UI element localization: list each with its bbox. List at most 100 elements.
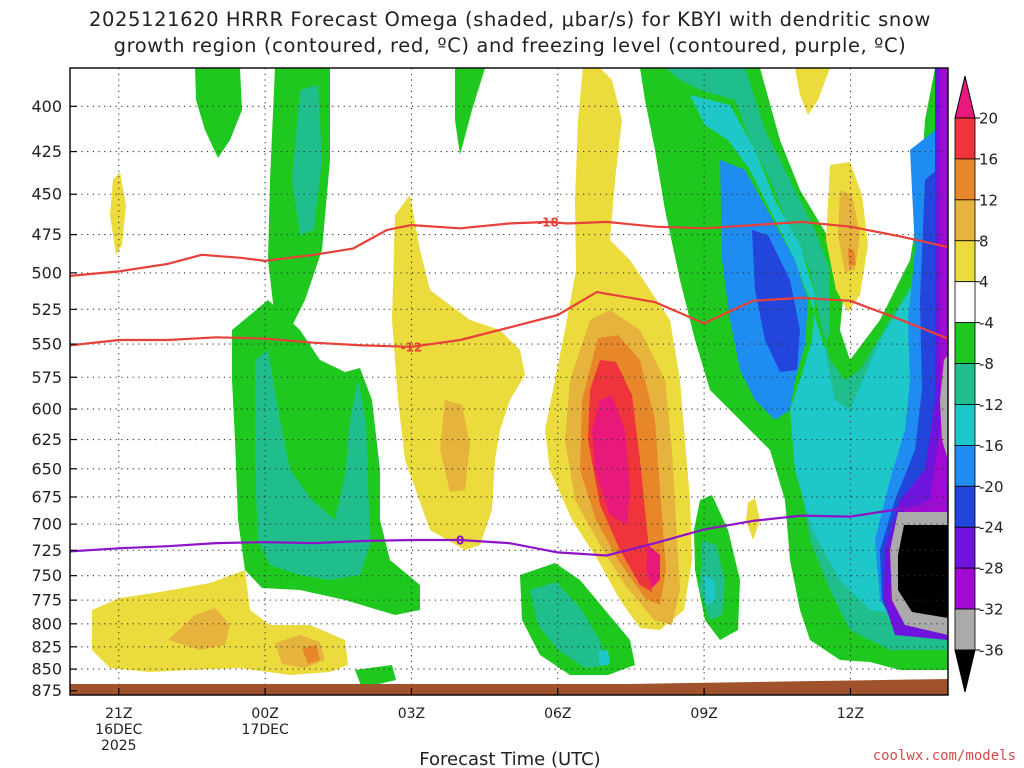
x-tick-label: 21Z xyxy=(105,706,132,722)
contour-line xyxy=(69,291,949,348)
colorbar-label: -36 xyxy=(979,642,1004,660)
colorbar-label: -32 xyxy=(979,601,1004,619)
y-tick-label: 450 xyxy=(31,185,62,204)
y-tick-label: 725 xyxy=(31,541,62,560)
colorbar-swatch xyxy=(954,240,976,283)
colorbar-label: -8 xyxy=(979,355,994,373)
colorbar-swatch xyxy=(954,404,976,446)
omega-region xyxy=(890,68,948,630)
omega-region xyxy=(195,68,242,158)
y-tick-label: 500 xyxy=(31,263,62,282)
x-tick-label: 17DEC xyxy=(242,722,289,738)
colorbar-label: 16 xyxy=(979,150,998,168)
omega-region xyxy=(302,645,320,664)
omega-region xyxy=(940,355,948,460)
x-tick-label: 03Z xyxy=(398,706,425,722)
contour-lines: -18 -12 0 xyxy=(69,215,949,557)
omega-region xyxy=(746,498,760,540)
y-tick-label: 600 xyxy=(31,400,62,419)
omega-region xyxy=(848,248,856,266)
omega-region xyxy=(455,68,485,155)
colorbar-swatch xyxy=(954,444,976,487)
y-tick-label: 825 xyxy=(31,637,62,656)
colorbar-swatch xyxy=(954,322,976,364)
omega-region xyxy=(838,190,860,272)
y-tick-label: 800 xyxy=(31,614,62,633)
y-tick-label: 775 xyxy=(31,591,62,610)
y-axis-ticks: 400 425 450 475 500 525 550 575 600 625 650 675 700 7… xyxy=(31,97,77,700)
colorbar-swatch xyxy=(954,567,976,610)
terrain-top xyxy=(70,679,948,695)
y-tick-label: 675 xyxy=(31,487,62,506)
y-tick-label: 875 xyxy=(31,681,62,700)
colorbar-swatch xyxy=(954,526,976,569)
y-tick-label: 400 xyxy=(31,97,62,116)
omega-region xyxy=(292,85,322,235)
omega-region xyxy=(898,525,948,618)
colorbar-swatch xyxy=(954,281,976,324)
y-tick-label: 700 xyxy=(31,515,62,534)
contour-label: -18 xyxy=(537,215,559,229)
colorbar-label: -12 xyxy=(979,396,1004,414)
colorbar-label: -28 xyxy=(979,560,1004,578)
omega-region xyxy=(440,400,470,492)
chart-title-line-1: 2025121620 HRRR Forecast Omega (shaded, … xyxy=(89,8,931,31)
y-tick-label: 650 xyxy=(31,459,62,478)
colorbar-swatch xyxy=(954,608,976,651)
colorbar-label: 8 xyxy=(979,232,989,250)
y-tick-label: 525 xyxy=(31,300,62,319)
colorbar-label: 20 xyxy=(979,110,998,128)
y-tick-label: 750 xyxy=(31,566,62,585)
omega-region xyxy=(592,396,630,525)
y-tick-label: 850 xyxy=(31,660,62,679)
colorbar-swatch xyxy=(954,363,976,405)
colorbar-top-arrow xyxy=(954,75,976,119)
contour-label: 0 xyxy=(456,533,464,547)
omega-region xyxy=(690,95,948,620)
plot-frame xyxy=(69,67,949,696)
colorbar-bottom-arrow xyxy=(954,649,976,693)
omega-region xyxy=(110,172,126,255)
contour-line xyxy=(69,220,949,277)
omega-region xyxy=(255,350,370,580)
colorbar: 20 16 12 8 4 -4 -8 -12 -16 -20 -24 -28 -32 -36 xyxy=(954,75,1004,693)
omega-region xyxy=(530,582,608,668)
omega-region xyxy=(355,665,396,688)
colorbar-swatch xyxy=(954,199,976,242)
x-tick-label: 12Z xyxy=(837,706,864,722)
x-tick-label: 06Z xyxy=(544,706,571,722)
y-tick-label: 575 xyxy=(31,368,62,387)
y-tick-label: 550 xyxy=(31,335,62,354)
omega-region xyxy=(598,650,610,666)
colorbar-swatch xyxy=(954,485,976,528)
x-tick-label: 16DEC xyxy=(95,722,142,738)
y-tick-label: 475 xyxy=(31,225,62,244)
omega-region xyxy=(392,195,525,550)
colorbar-label: -24 xyxy=(979,519,1004,537)
colorbar-label: -4 xyxy=(979,314,994,332)
omega-shaded-field xyxy=(92,68,948,688)
omega-region xyxy=(704,575,716,605)
colorbar-swatch xyxy=(954,158,976,201)
omega-region xyxy=(752,230,800,372)
colorbar-label: -20 xyxy=(979,478,1004,496)
x-tick-label: 09Z xyxy=(690,706,717,722)
colorbar-swatch xyxy=(954,117,976,160)
credit-text: coolwx.com/models xyxy=(873,748,1016,764)
omega-region xyxy=(795,68,830,115)
x-tick-label: 00Z xyxy=(251,706,278,722)
plot-grid xyxy=(70,68,948,695)
contour-line xyxy=(69,501,949,557)
omega-region xyxy=(646,545,660,588)
y-tick-label: 625 xyxy=(31,430,62,449)
colorbar-label: 12 xyxy=(979,191,998,209)
contour-label: -12 xyxy=(401,340,423,354)
colorbar-label: -16 xyxy=(979,437,1004,455)
y-tick-label: 425 xyxy=(31,142,62,161)
x-axis-label: Forecast Time (UTC) xyxy=(419,749,600,768)
x-tick-label: 2025 xyxy=(101,738,137,754)
omega-region xyxy=(168,608,230,650)
colorbar-label: 4 xyxy=(979,273,989,291)
